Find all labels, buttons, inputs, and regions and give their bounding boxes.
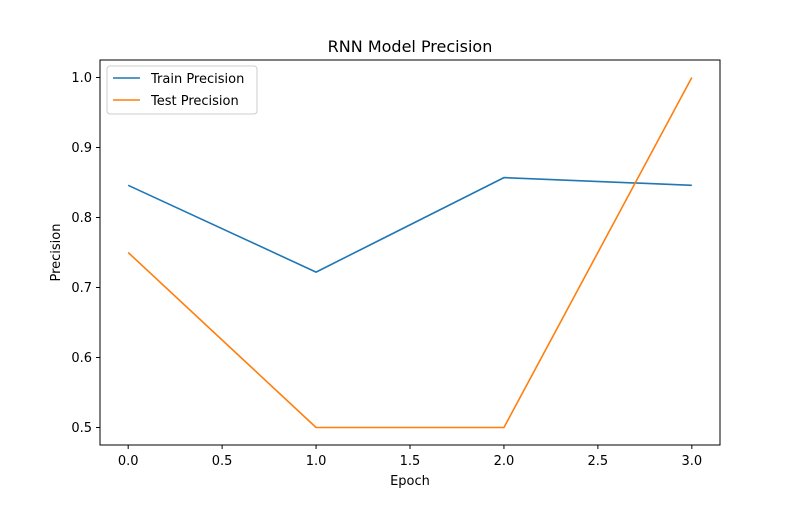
x-axis-ticks: 0.0 0.5 1.0 1.5 2.0 2.5 3.0	[118, 445, 702, 469]
train-precision-line	[127, 176, 692, 273]
plot-area	[100, 60, 720, 445]
x-tick-label: 2.0	[494, 454, 515, 469]
y-tick-label: 0.8	[71, 211, 92, 226]
legend-label-test: Test Precision	[150, 94, 239, 109]
x-tick-label: 1.5	[400, 454, 421, 469]
legend-box	[106, 65, 258, 115]
plot-frame	[99, 59, 721, 446]
x-tick-label: 0.5	[212, 454, 233, 469]
x-axis-label: Epoch	[390, 474, 430, 489]
y-axis-ticks: 0.5 0.6 0.7 0.8 0.9 1.0	[71, 71, 100, 436]
y-tick-label: 0.5	[71, 421, 92, 436]
x-tick-label: 0.0	[118, 454, 139, 469]
series-layer	[127, 77, 693, 429]
legend: Train Precision Test Precision	[106, 65, 258, 115]
legend-label-train: Train Precision	[150, 72, 244, 87]
x-tick-label: 1.0	[306, 454, 327, 469]
y-tick-label: 1.0	[71, 71, 92, 86]
x-tick-label: 3.0	[681, 454, 702, 469]
y-tick-label: 0.9	[71, 141, 92, 156]
y-tick-label: 0.7	[71, 281, 92, 296]
x-tick-label: 2.5	[588, 454, 609, 469]
y-tick-label: 0.6	[71, 351, 92, 366]
test-precision-line	[127, 77, 693, 429]
chart-title: RNN Model Precision	[328, 37, 493, 56]
y-axis-label: Precision	[49, 223, 64, 281]
